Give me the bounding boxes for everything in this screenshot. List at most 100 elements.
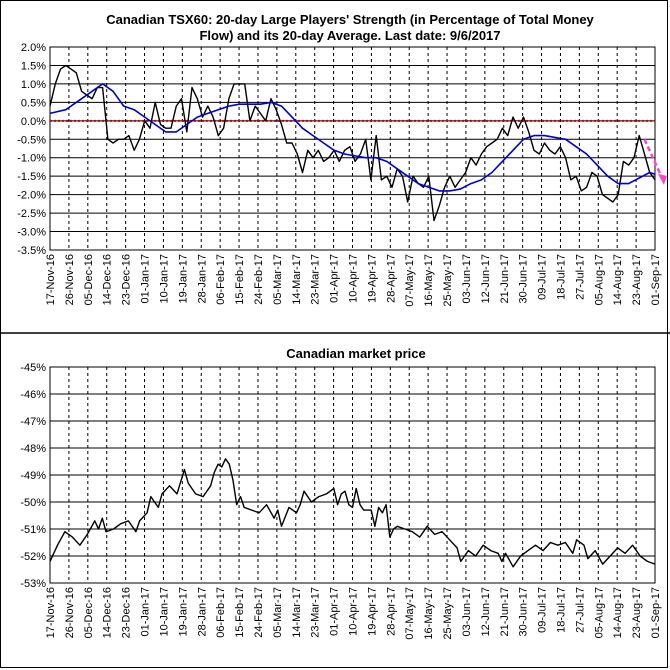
strength-x-axis: 17-Nov-16 26-Nov-16 05-Dec-16 14-Dec-16 23-D… — [45, 254, 662, 307]
x-tick-label: 12-Jun-17 — [480, 587, 492, 637]
average-line — [49, 83, 656, 192]
y-tick-label: -3.0% — [17, 227, 46, 239]
chart-title-line1: Canadian TSX60: 20-day Large Players' St… — [106, 12, 594, 27]
y-tick-label: -50% — [20, 497, 46, 509]
y-tick-label: -3.5% — [17, 245, 46, 257]
y-tick-label: 1.0% — [21, 79, 46, 91]
chart-title: Canadian market price — [286, 346, 425, 361]
x-tick-label: 01-Apr-17 — [329, 254, 341, 303]
x-tick-label: 23-Mar-17 — [310, 587, 322, 638]
x-tick-label: 30-Jun-17 — [518, 254, 530, 304]
x-tick-label: 21-Jun-17 — [499, 587, 511, 637]
y-tick-label: -45% — [20, 362, 46, 374]
y-tick-label: 0.5% — [21, 97, 46, 109]
y-tick-label: -49% — [20, 470, 46, 482]
x-tick-label: 06-Feb-17 — [215, 254, 227, 305]
x-tick-label: 17-Nov-16 — [45, 254, 57, 305]
x-tick-label: 16-May-17 — [423, 254, 435, 307]
x-tick-label: 03-Jun-17 — [461, 254, 473, 304]
chart-title-line2: Flow) and its 20-day Average. Last date:… — [199, 28, 500, 43]
y-tick-label: -2.0% — [17, 190, 46, 202]
strength-chart: Canadian TSX60: 20-day Large Players' St… — [0, 12, 670, 334]
price-grid — [49, 366, 656, 584]
x-tick-label: 26-Nov-16 — [64, 587, 76, 638]
y-tick-label: -46% — [20, 389, 46, 401]
x-tick-label: 07-May-17 — [404, 254, 416, 307]
y-tick-label: -47% — [20, 416, 46, 428]
x-tick-label: 01-Sep-17 — [650, 254, 662, 305]
x-tick-label: 28-Jan-17 — [196, 254, 208, 304]
x-tick-label: 23-Aug-17 — [631, 587, 643, 638]
x-tick-label: 05-Aug-17 — [593, 254, 605, 305]
y-tick-label: -51% — [20, 524, 46, 536]
y-tick-label: -2.5% — [17, 208, 46, 220]
x-tick-label: 14-Aug-17 — [612, 587, 624, 638]
strength-y-axis: 2.0% 1.5% 1.0% 0.5% 0.0% -0.5% -1.0% -1.5% -2.0%… — [17, 42, 46, 257]
x-tick-label: 23-Dec-16 — [121, 587, 133, 638]
x-tick-label: 07-May-17 — [404, 587, 416, 640]
x-tick-label: 25-May-17 — [442, 587, 454, 640]
x-tick-label: 16-May-17 — [423, 587, 435, 640]
x-tick-label: 27-Jul-17 — [574, 587, 586, 633]
x-tick-label: 18-Jul-17 — [555, 254, 567, 300]
x-tick-label: 24-Feb-17 — [253, 254, 265, 305]
x-tick-label: 18-Jul-17 — [555, 587, 567, 633]
x-tick-label: 01-Jan-17 — [140, 587, 152, 637]
x-tick-label: 05-Aug-17 — [593, 587, 605, 638]
x-tick-label: 09-Jul-17 — [537, 587, 549, 633]
y-tick-label: 2.0% — [21, 42, 46, 54]
x-tick-label: 14-Dec-16 — [102, 587, 114, 638]
price-line — [49, 458, 656, 568]
y-tick-label: -48% — [20, 443, 46, 455]
x-tick-label: 01-Apr-17 — [329, 587, 341, 636]
x-tick-label: 26-Nov-16 — [64, 254, 76, 305]
x-tick-label: 01-Sep-17 — [650, 587, 662, 638]
price-x-axis: 17-Nov-16 26-Nov-16 05-Dec-16 14-Dec-16 23-D… — [45, 587, 662, 640]
x-tick-label: 25-May-17 — [442, 254, 454, 307]
x-tick-label: 23-Aug-17 — [631, 254, 643, 305]
price-series — [49, 458, 656, 568]
x-tick-label: 09-Jul-17 — [537, 254, 549, 300]
x-tick-label: 14-Mar-17 — [291, 254, 303, 305]
x-tick-label: 10-Jan-17 — [158, 254, 170, 304]
x-tick-label: 03-Jun-17 — [461, 587, 473, 637]
x-tick-label: 19-Apr-17 — [366, 254, 378, 303]
x-tick-label: 14-Aug-17 — [612, 254, 624, 305]
strength-line — [49, 64, 656, 222]
x-tick-label: 05-Mar-17 — [272, 254, 284, 305]
y-tick-label: 1.5% — [21, 60, 46, 72]
y-tick-label: -52% — [20, 551, 46, 563]
x-tick-label: 24-Feb-17 — [253, 587, 265, 638]
x-tick-label: 28-Apr-17 — [385, 587, 397, 636]
x-tick-label: 05-Mar-17 — [272, 587, 284, 638]
x-tick-label: 01-Jan-17 — [140, 254, 152, 304]
x-tick-label: 10-Jan-17 — [158, 587, 170, 637]
trend-arrowhead — [657, 173, 667, 185]
x-tick-label: 23-Mar-17 — [310, 254, 322, 305]
x-tick-label: 27-Jul-17 — [574, 254, 586, 300]
x-tick-label: 21-Jun-17 — [499, 254, 511, 304]
strength-series — [49, 64, 667, 222]
x-tick-label: 19-Jan-17 — [177, 587, 189, 637]
y-tick-label: -1.0% — [17, 153, 46, 165]
x-tick-label: 30-Jun-17 — [518, 587, 530, 637]
x-tick-label: 23-Dec-16 — [121, 254, 133, 305]
x-tick-label: 19-Jan-17 — [177, 254, 189, 304]
strength-grid — [49, 46, 656, 251]
x-tick-label: 19-Apr-17 — [366, 587, 378, 636]
x-tick-label: 05-Dec-16 — [83, 254, 95, 305]
plot-area-border — [49, 46, 656, 251]
x-tick-label: 15-Feb-17 — [234, 587, 246, 638]
y-tick-label: -1.5% — [17, 171, 46, 183]
y-tick-label: 0.0% — [21, 116, 46, 128]
x-tick-label: 28-Apr-17 — [385, 254, 397, 303]
x-tick-label: 14-Dec-16 — [102, 254, 114, 305]
market-price-chart: Canadian market price -45%-46%-47%-48%-4… — [20, 346, 662, 640]
x-tick-label: 17-Nov-16 — [45, 587, 57, 638]
price-y-axis: -45% -46% -47% -48% -49% -50% -51% -52% -53% — [20, 362, 46, 590]
y-tick-label: -53% — [20, 578, 46, 590]
x-tick-label: 10-Apr-17 — [348, 254, 360, 303]
x-tick-label: 12-Jun-17 — [480, 254, 492, 304]
x-tick-label: 06-Feb-17 — [215, 587, 227, 638]
